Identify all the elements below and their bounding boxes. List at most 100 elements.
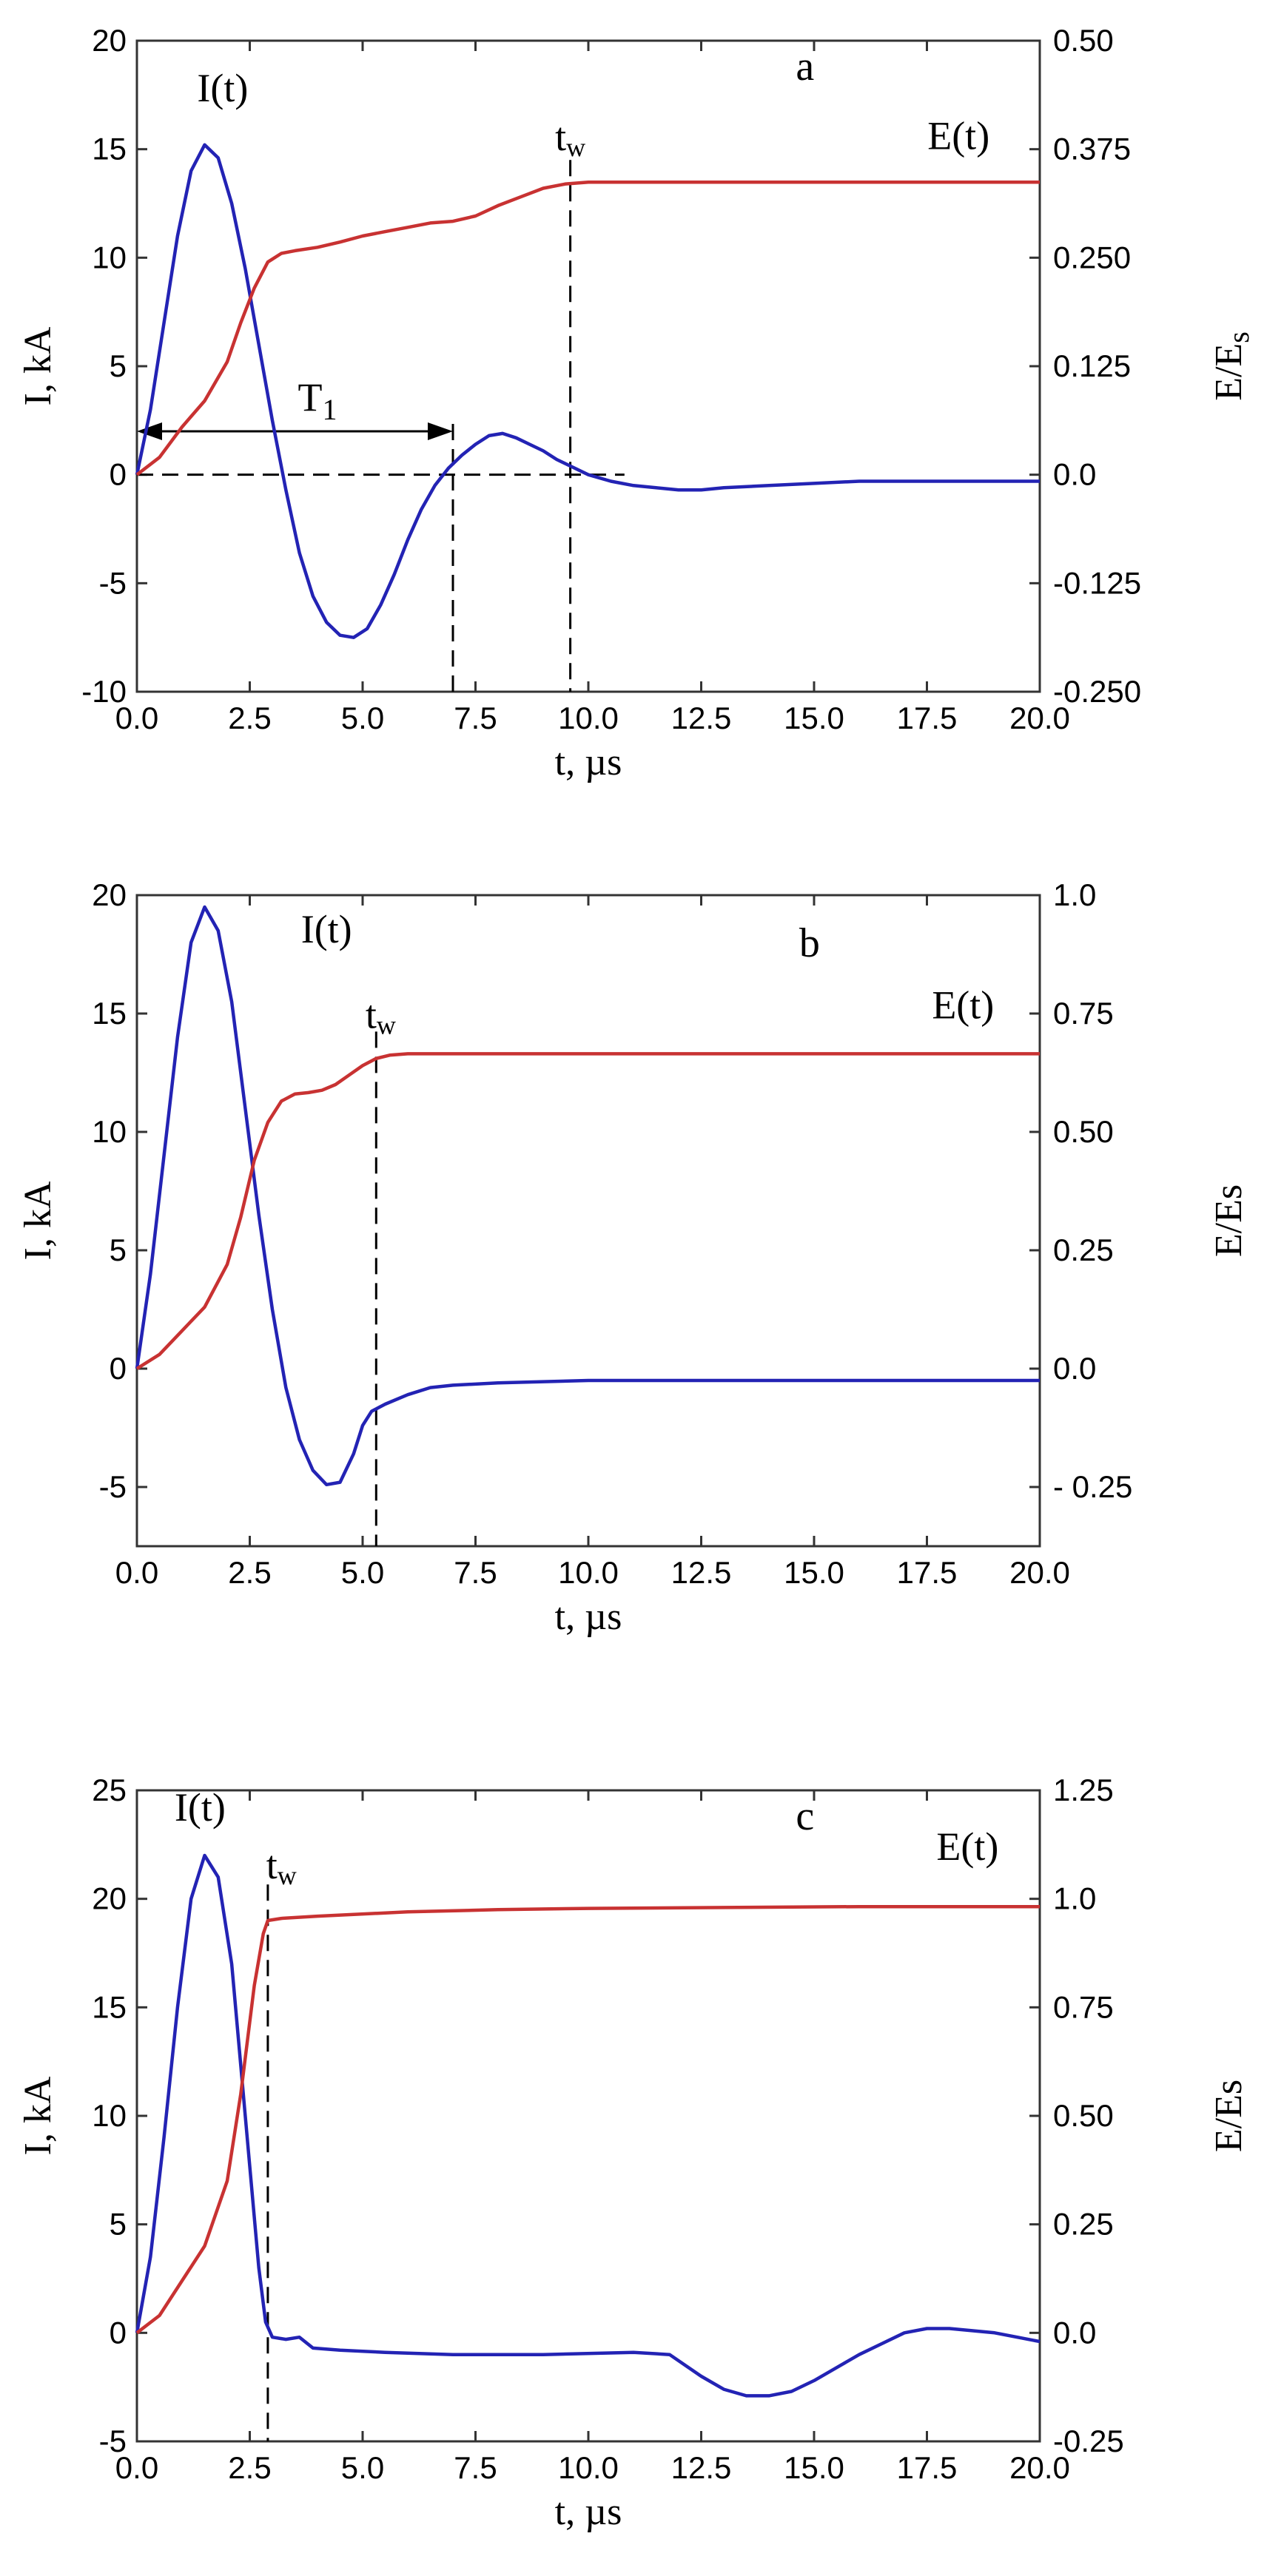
- y-right-tick-label: -0.25: [1053, 2424, 1124, 2458]
- x-tick-label: 12.5: [671, 1555, 732, 1590]
- y-tick-label: 15: [92, 1989, 127, 2024]
- y-right-tick-label: -0.125: [1053, 565, 1141, 600]
- x-tick-label: 7.5: [454, 1555, 497, 1590]
- t1-label-main: T: [298, 375, 323, 419]
- y-right-axis-label-main: E/E: [1208, 343, 1250, 401]
- y-tick-label: 0: [110, 2315, 127, 2350]
- y-tick-label: -5: [99, 565, 127, 600]
- tw-label-main: t: [366, 993, 377, 1037]
- y-tick-label: 10: [92, 1114, 127, 1149]
- y-tick-label: 20: [92, 23, 127, 58]
- y-tick-label: -10: [81, 674, 127, 709]
- y-right-axis-label: E/Es: [1208, 2080, 1250, 2152]
- y-tick-label: 5: [110, 1233, 127, 1267]
- panel-tag: c: [796, 1793, 814, 1839]
- x-tick-label: 20.0: [1009, 701, 1070, 735]
- y-tick-label: 15: [92, 996, 127, 1031]
- x-tick-label: 17.5: [897, 2450, 958, 2485]
- x-tick-label: 15.0: [784, 2450, 844, 2485]
- x-tick-label: 15.0: [784, 701, 844, 735]
- y-right-tick-label: 0.50: [1053, 2098, 1114, 2133]
- x-axis-label: t, µs: [555, 741, 622, 783]
- y-right-axis-label: E/Es: [1208, 331, 1255, 401]
- y-axis-label: I, kA: [17, 1181, 59, 1260]
- x-tick-label: 17.5: [897, 701, 958, 735]
- x-tick-label: 0.0: [115, 701, 158, 735]
- y-right-axis-label-main: E/Es: [1208, 2080, 1250, 2152]
- x-tick-label: 0.0: [115, 2450, 158, 2485]
- y-right-tick-label: 0.0: [1053, 2315, 1096, 2350]
- y-right-tick-label: 0.375: [1053, 132, 1131, 166]
- y-right-tick-label: 0.50: [1053, 23, 1114, 58]
- x-tick-label: 7.5: [454, 701, 497, 735]
- y-tick-label: 10: [92, 240, 127, 274]
- x-tick-label: 5.0: [341, 1555, 384, 1590]
- series-I-label: I(t): [175, 1785, 226, 1830]
- plot-frame: [135, 1789, 1041, 2443]
- series-E-label: E(t): [936, 1824, 998, 1869]
- y-right-axis-label-sub: s: [1222, 331, 1255, 343]
- series-E-line: [135, 1904, 1040, 2335]
- series-E-line: [135, 181, 1040, 476]
- x-tick-label: 2.5: [228, 2450, 271, 2485]
- y-right-tick-label: 0.50: [1053, 1114, 1114, 1149]
- t1-label-sub: 1: [323, 393, 337, 426]
- x-tick-label: 15.0: [784, 1555, 844, 1590]
- y-right-tick-label: 0.25: [1053, 1233, 1114, 1267]
- x-tick-label: 2.5: [228, 701, 271, 735]
- tw-label: tw: [366, 993, 396, 1040]
- y-axis-label: I, kA: [17, 326, 59, 405]
- y-right-tick-label: 0.75: [1053, 996, 1114, 1031]
- series-E-line: [135, 1052, 1040, 1370]
- tw-label-sub: w: [278, 1861, 297, 1890]
- y-right-tick-label: 1.25: [1053, 1773, 1114, 1807]
- y-tick-label: -5: [99, 2424, 127, 2458]
- x-tick-label: 5.0: [341, 701, 384, 735]
- series-I-label: I(t): [301, 907, 352, 951]
- y-tick-label: 10: [92, 2098, 127, 2133]
- x-tick-label: 20.0: [1009, 2450, 1070, 2485]
- y-right-tick-label: 1.0: [1053, 877, 1096, 912]
- y-right-axis-label: E/Es: [1208, 1184, 1250, 1257]
- tw-label-sub: w: [566, 132, 585, 162]
- tw-label-main: t: [555, 115, 566, 159]
- y-right-axis-label-main: E/Es: [1208, 1184, 1250, 1257]
- y-tick-label: 0: [110, 1351, 127, 1386]
- plot-frame: [135, 39, 1041, 693]
- y-tick-label: 25: [92, 1773, 127, 1807]
- x-tick-label: 17.5: [897, 1555, 958, 1590]
- plot-frame: [135, 894, 1041, 1548]
- tw-label: tw: [555, 115, 585, 162]
- tw-label-main: t: [266, 1843, 278, 1887]
- series-E-label: E(t): [932, 982, 994, 1027]
- x-tick-label: 5.0: [341, 2450, 384, 2485]
- series-I-line: [135, 905, 1040, 1487]
- y-tick-label: 20: [92, 877, 127, 912]
- y-right-tick-label: - 0.25: [1053, 1469, 1132, 1504]
- x-tick-label: 10.0: [558, 701, 619, 735]
- y-right-tick-label: 0.75: [1053, 1989, 1114, 2024]
- panel-b-chart: 0.0 2.5 5.0 7.5 10.0 12.5 15.0 17.5 20.0 -5 0 5 10 15…: [17, 877, 1250, 1638]
- x-tick-label: 10.0: [558, 2450, 619, 2485]
- y-tick-label: 15: [92, 132, 127, 166]
- y-tick-label: 0: [110, 457, 127, 492]
- y-tick-label: 20: [92, 1881, 127, 1916]
- x-tick-label: 20.0: [1009, 1555, 1070, 1590]
- y-right-tick-label: 1.0: [1053, 1881, 1096, 1916]
- x-tick-label: 2.5: [228, 1555, 271, 1590]
- x-tick-label: 7.5: [454, 2450, 497, 2485]
- x-axis-label: t, µs: [555, 2491, 622, 2533]
- series-E-label: E(t): [927, 114, 989, 158]
- y-tick-label: 5: [110, 348, 127, 383]
- panel-a-chart: 0.0 2.5 5.0 7.5 10.0 12.5 15.0 17.5 20.0-10-5051…: [17, 23, 1255, 783]
- y-right-tick-label: -0.250: [1053, 674, 1141, 709]
- t1-label: T1: [298, 375, 337, 426]
- panel-tag: a: [796, 44, 814, 90]
- y-right-tick-label: 0.125: [1053, 348, 1131, 383]
- t1-arrowhead-left: [137, 422, 162, 440]
- panel-c-chart: 0.0 2.5 5.0 7.5 10.0 12.5 15.0 17.5 20.0 -5 0 5 10 15…: [17, 1773, 1250, 2533]
- tw-label-sub: w: [377, 1011, 396, 1040]
- x-tick-label: 0.0: [115, 1555, 158, 1590]
- series-I-line: [135, 1853, 1041, 2398]
- x-axis-label: t, µs: [555, 1596, 622, 1638]
